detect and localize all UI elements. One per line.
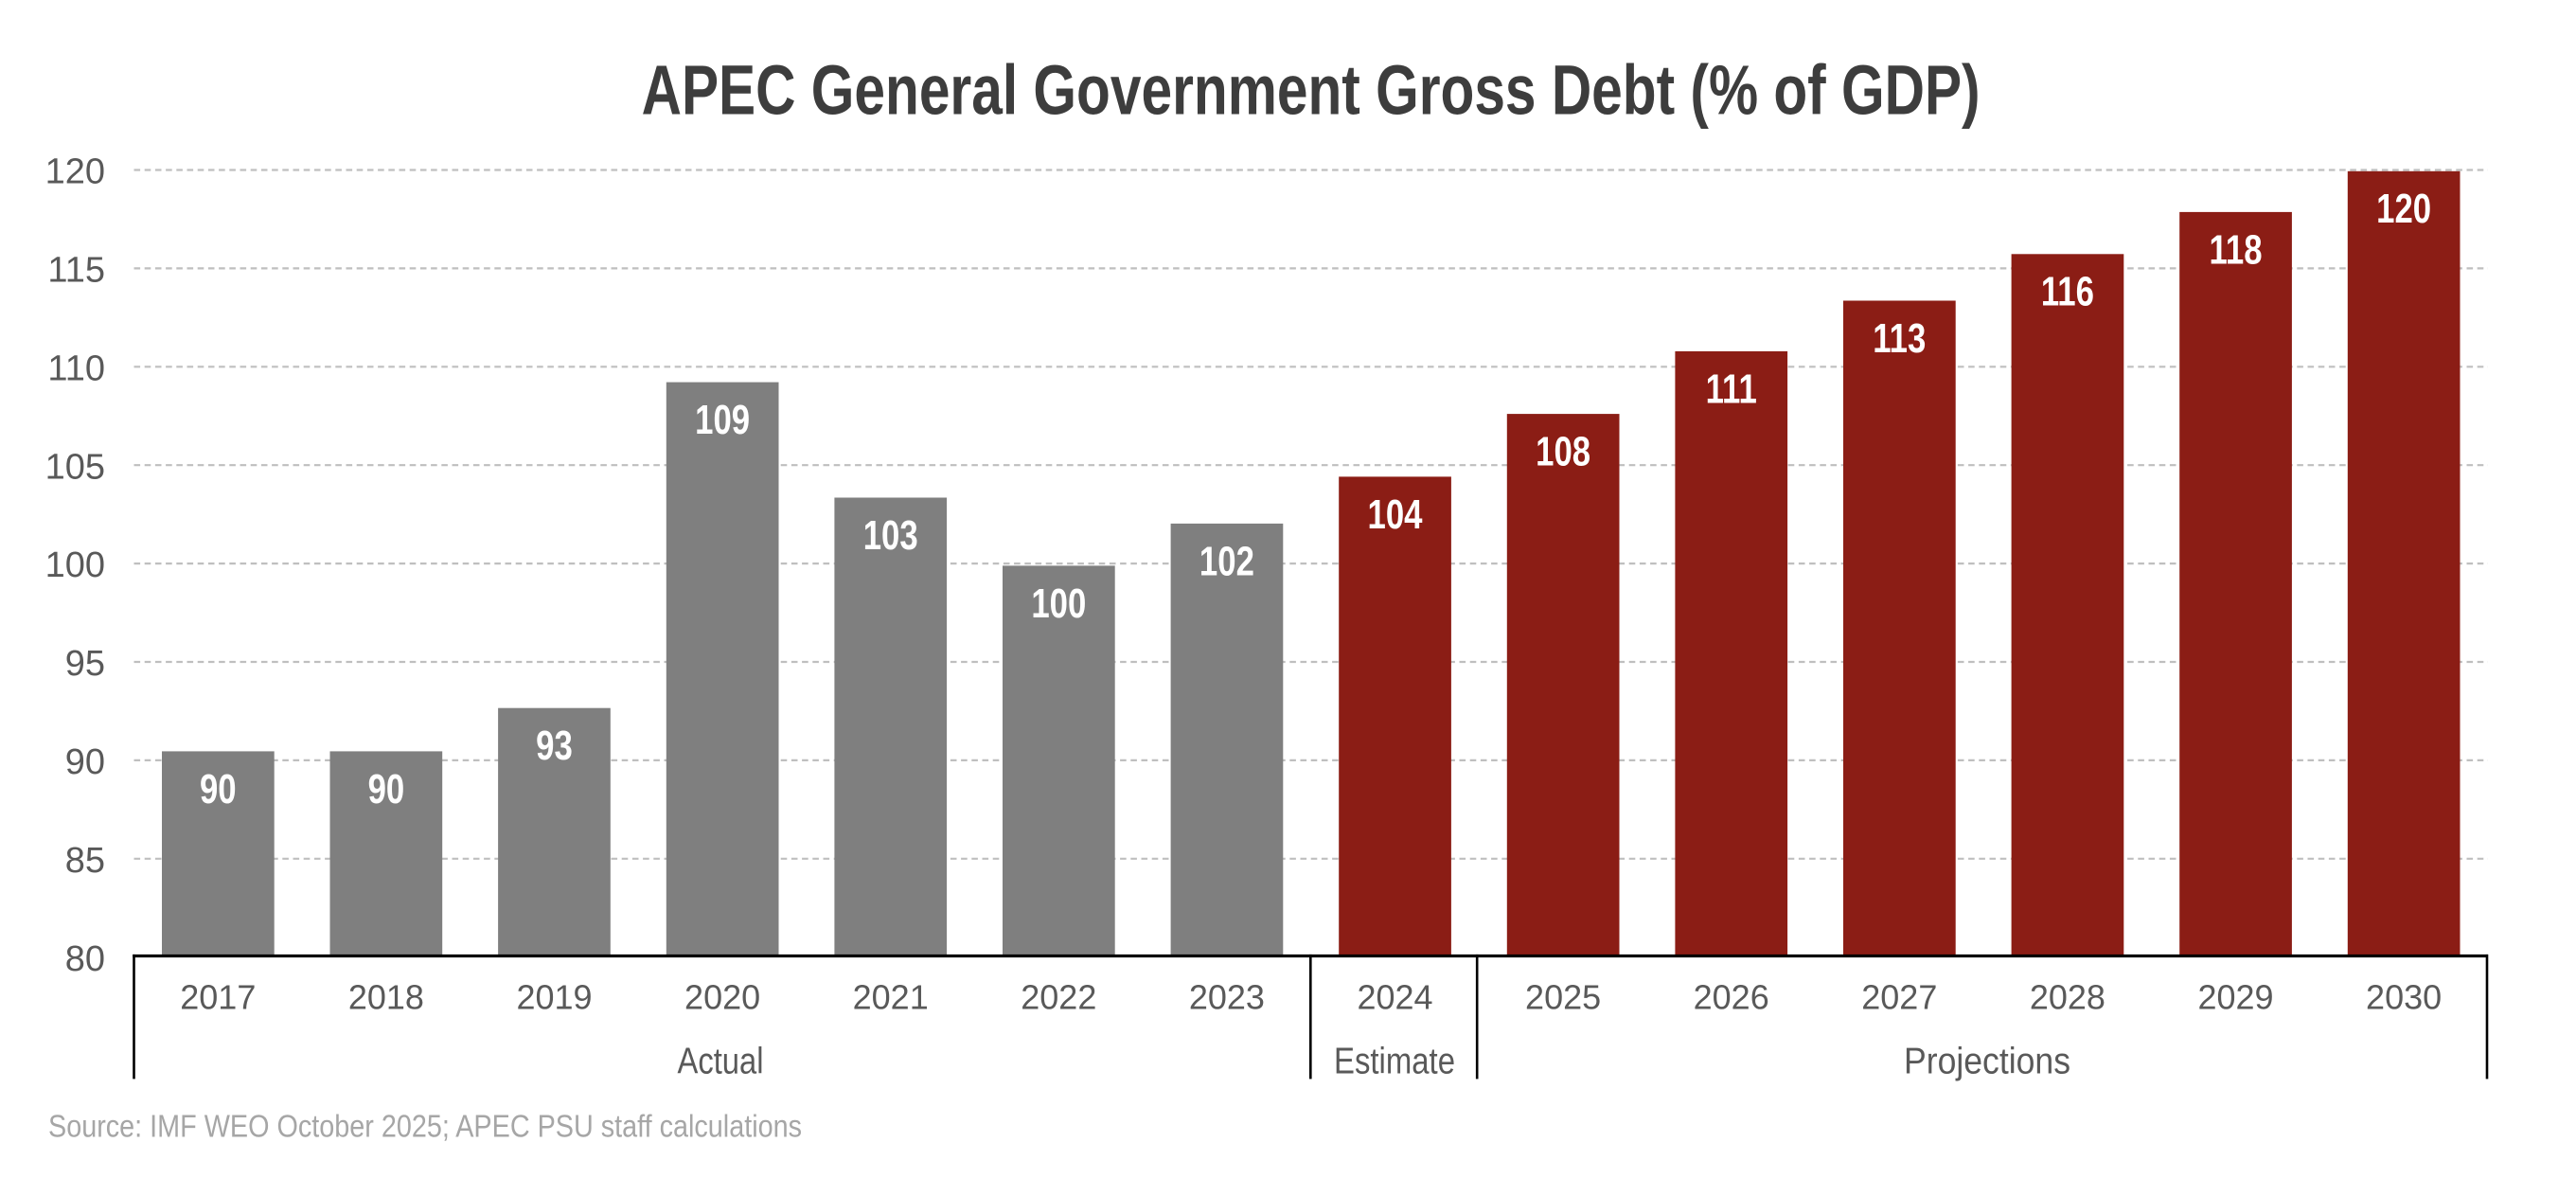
- svg-text:2024: 2024: [1357, 978, 1432, 1017]
- svg-text:Source: IMF WEO October 2025;: Source: IMF WEO October 2025; APEC PSU s…: [48, 1109, 802, 1144]
- svg-text:2023: 2023: [1189, 978, 1265, 1017]
- svg-text:2030: 2030: [2366, 978, 2442, 1017]
- svg-text:120: 120: [2376, 186, 2431, 232]
- svg-text:118: 118: [2209, 226, 2262, 273]
- svg-text:103: 103: [863, 512, 918, 559]
- svg-text:111: 111: [1706, 366, 1757, 413]
- svg-text:113: 113: [1873, 315, 1926, 362]
- svg-text:2026: 2026: [1694, 978, 1769, 1017]
- svg-text:90: 90: [200, 766, 237, 812]
- svg-text:Actual: Actual: [678, 1042, 764, 1082]
- svg-text:2020: 2020: [684, 978, 760, 1017]
- svg-text:2027: 2027: [1861, 978, 1937, 1017]
- svg-text:2018: 2018: [348, 978, 424, 1017]
- svg-text:2028: 2028: [2030, 978, 2105, 1017]
- svg-text:93: 93: [536, 723, 573, 769]
- svg-text:115: 115: [47, 251, 105, 291]
- svg-text:100: 100: [45, 545, 105, 585]
- svg-text:APEC General Government Gross: APEC General Government Gross Debt (% of…: [642, 51, 1981, 130]
- svg-text:90: 90: [368, 766, 405, 812]
- svg-text:116: 116: [2041, 269, 2094, 315]
- svg-text:108: 108: [1536, 429, 1590, 475]
- svg-text:100: 100: [1031, 580, 1086, 627]
- svg-text:2022: 2022: [1021, 978, 1096, 1017]
- svg-text:2025: 2025: [1525, 978, 1601, 1017]
- svg-text:104: 104: [1368, 491, 1423, 538]
- svg-text:Estimate: Estimate: [1334, 1042, 1455, 1082]
- svg-text:2029: 2029: [2197, 978, 2273, 1017]
- svg-text:2019: 2019: [516, 978, 592, 1017]
- svg-text:Projections: Projections: [1904, 1042, 2070, 1082]
- svg-text:2017: 2017: [180, 978, 256, 1017]
- svg-text:90: 90: [65, 742, 105, 782]
- svg-text:110: 110: [47, 348, 105, 388]
- svg-text:109: 109: [695, 397, 750, 443]
- svg-text:102: 102: [1199, 538, 1254, 584]
- svg-text:2021: 2021: [853, 978, 929, 1017]
- svg-text:120: 120: [45, 152, 105, 192]
- svg-text:105: 105: [45, 447, 105, 487]
- svg-text:80: 80: [65, 939, 105, 979]
- svg-text:85: 85: [65, 841, 105, 881]
- svg-text:95: 95: [65, 644, 105, 684]
